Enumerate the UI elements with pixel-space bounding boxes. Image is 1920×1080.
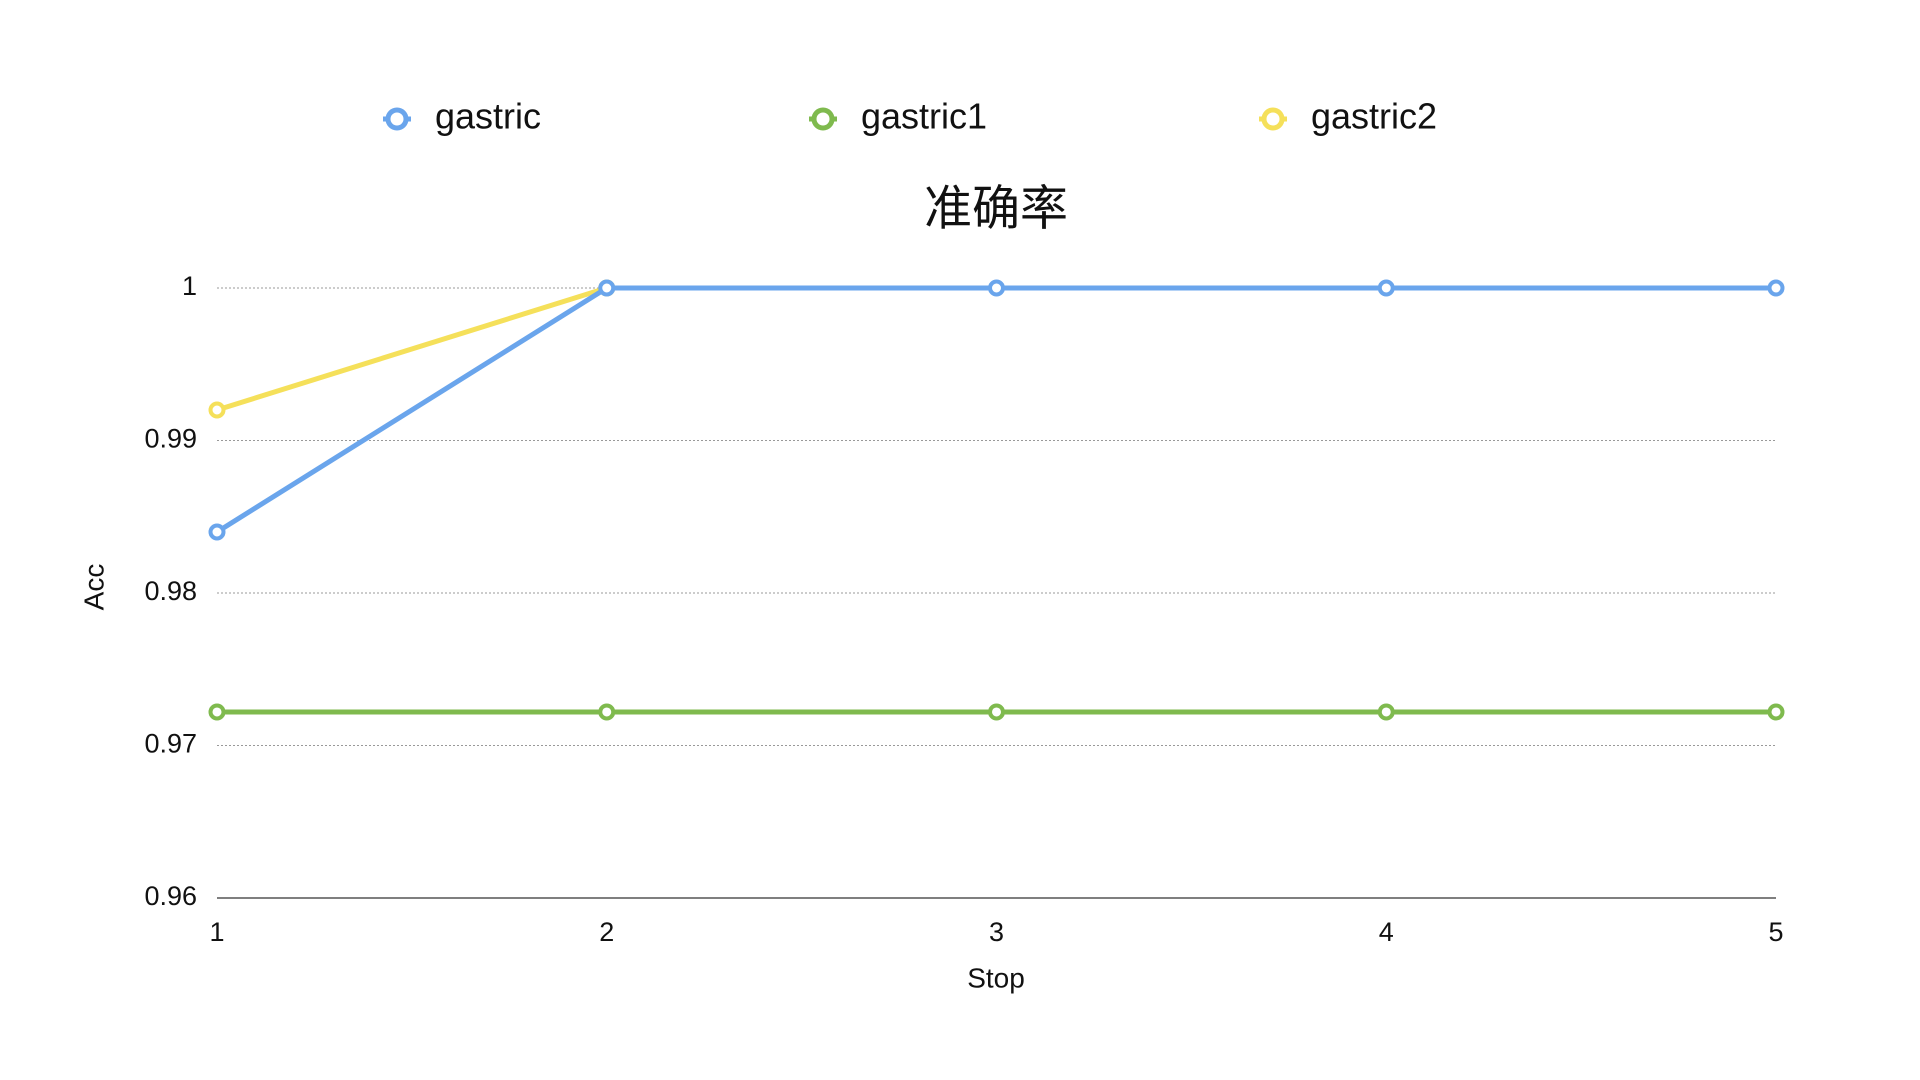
y-tick-label: 0.96 (144, 881, 197, 911)
data-point (988, 279, 1005, 297)
y-tick-label: 1 (182, 271, 197, 301)
y-tick-label: 0.98 (144, 576, 197, 606)
x-axis-label: Stop (967, 962, 1025, 993)
series-line (216, 285, 608, 413)
data-point (1767, 703, 1785, 721)
legend-label: gastric2 (1311, 96, 1437, 137)
x-tick-label: 4 (1379, 917, 1394, 947)
data-point (208, 401, 226, 419)
y-tick-label: 0.97 (144, 729, 197, 759)
data-point (598, 703, 616, 721)
y-axis-label: Acc (78, 564, 109, 611)
data-point (988, 703, 1005, 721)
y-tick-label: 0.99 (144, 424, 197, 454)
x-tick-label: 3 (989, 917, 1004, 947)
legend-marker (385, 107, 409, 131)
legend-label: gastric (435, 96, 541, 137)
legend-marker (811, 107, 835, 131)
x-tick-label: 5 (1768, 917, 1783, 947)
data-point (1767, 279, 1785, 297)
x-tick-label: 1 (209, 917, 224, 947)
legend-label: gastric1 (861, 96, 987, 137)
chart-title: 准确率 (924, 183, 1068, 236)
data-point (1377, 703, 1395, 721)
data-point (1377, 279, 1395, 297)
data-point (598, 279, 616, 297)
x-tick-label: 2 (599, 917, 614, 947)
data-point (208, 703, 226, 721)
series-line (215, 285, 1776, 535)
data-point (208, 523, 226, 541)
legend-marker (1261, 107, 1285, 131)
